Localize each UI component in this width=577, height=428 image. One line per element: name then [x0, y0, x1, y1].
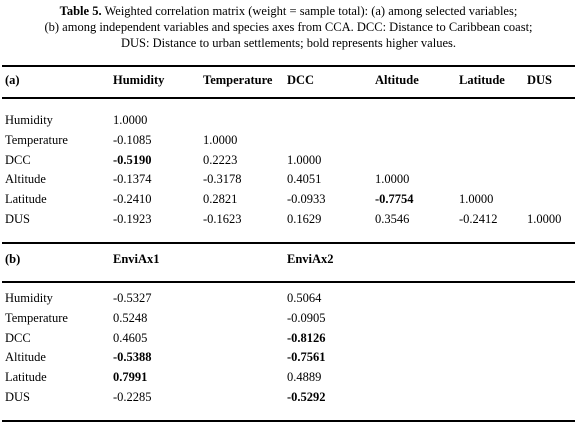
cell: -0.1623: [203, 212, 242, 226]
rule: [2, 242, 575, 244]
column-header: EnviAx1: [113, 252, 160, 266]
row-label: Latitude: [5, 370, 47, 385]
cell: -0.7561: [287, 350, 326, 365]
row-label: Altitude: [5, 172, 46, 187]
cell: 1.0000: [375, 172, 410, 187]
section-label: (b): [5, 252, 21, 266]
cell: -0.5327: [113, 291, 152, 305]
cell: 1.0000: [287, 152, 322, 167]
cell: -0.0905: [287, 310, 326, 325]
cell: 0.4605: [113, 330, 148, 345]
cell: -0.1085: [113, 132, 152, 147]
rule: [2, 65, 575, 67]
caption-text: Weighted correlation matrix (weight = sa…: [104, 4, 518, 18]
cell: -0.5292: [287, 390, 326, 404]
cell: -0.2285: [113, 390, 152, 404]
cell: -0.8126: [287, 330, 326, 345]
cell: 0.2223: [203, 152, 238, 167]
cell: -0.5190: [113, 152, 152, 167]
cell: 0.1629: [287, 212, 322, 226]
section-label: (a): [5, 73, 20, 87]
cell: 0.4889: [287, 370, 322, 385]
cell: 0.2821: [203, 192, 238, 207]
row-label: Humidity: [5, 291, 53, 305]
cell: 1.0000: [113, 113, 148, 127]
row-label: DUS: [5, 212, 31, 226]
cell: 0.3546: [375, 212, 410, 226]
column-header: Altitude: [375, 73, 419, 87]
column-header: Temperature: [203, 73, 273, 87]
cell: 1.0000: [527, 212, 562, 226]
cell: -0.5388: [113, 350, 152, 365]
column-header: Humidity: [113, 73, 165, 87]
rule: [2, 420, 575, 422]
cell: 0.5248: [113, 310, 148, 325]
row-label: DCC: [5, 152, 31, 167]
row-label: DCC: [5, 330, 31, 345]
rule: [2, 281, 575, 283]
cell: 0.4051: [287, 172, 322, 187]
cell: 1.0000: [459, 192, 494, 207]
row-label: Humidity: [5, 113, 53, 127]
cell: -0.3178: [203, 172, 242, 187]
cell: 0.7991: [113, 370, 148, 385]
cell: 0.5064: [287, 291, 322, 305]
cell: -0.0933: [287, 192, 326, 207]
column-header: DCC: [287, 73, 315, 87]
row-label: DUS: [5, 390, 31, 404]
row-label: Latitude: [5, 192, 47, 207]
column-header: DUS: [527, 73, 553, 87]
row-label: Temperature: [5, 132, 68, 147]
cell: -0.7754: [375, 192, 414, 207]
cell: -0.2410: [113, 192, 152, 207]
caption-label: Table 5.: [59, 4, 102, 18]
column-header: EnviAx2: [287, 252, 334, 266]
caption-line: Table 5. Weighted correlation matrix (we…: [0, 3, 577, 19]
cell: 1.0000: [203, 132, 238, 147]
caption-text: (b) among independent variables and spec…: [44, 20, 533, 34]
cell: -0.1923: [113, 212, 152, 226]
column-header: Latitude: [459, 73, 505, 87]
cell: -0.1374: [113, 172, 152, 187]
row-label: Temperature: [5, 310, 68, 325]
row-label: Altitude: [5, 350, 46, 365]
cell: -0.2412: [459, 212, 498, 226]
rule: [2, 97, 575, 99]
caption-text: DUS: Distance to urban settlements; bold…: [121, 36, 456, 50]
